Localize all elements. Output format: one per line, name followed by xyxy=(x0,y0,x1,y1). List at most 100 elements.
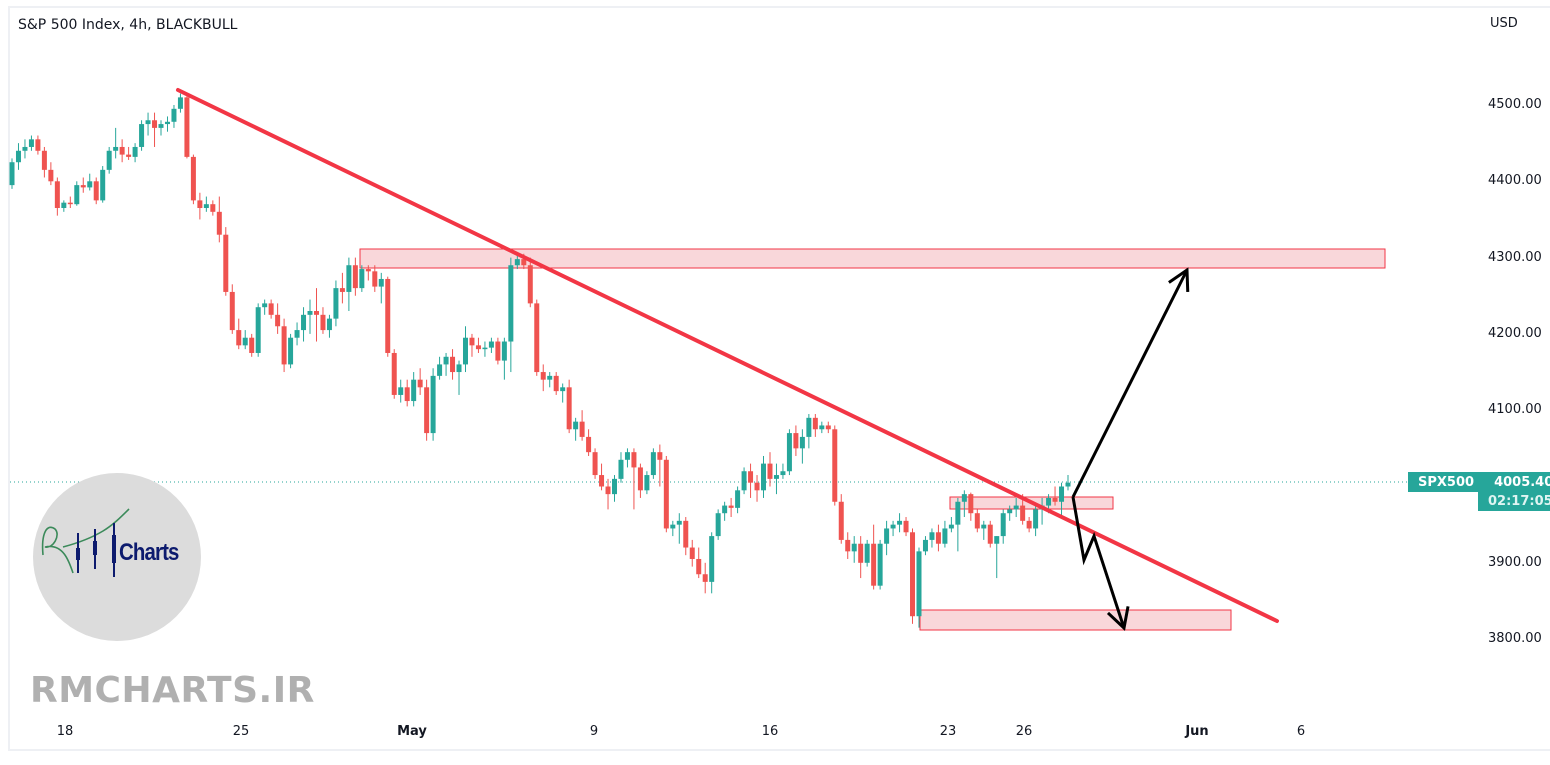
candle xyxy=(320,307,326,334)
candle xyxy=(624,448,630,468)
candle xyxy=(365,265,371,281)
chart-title: S&P 500 Index, 4h, BLACKBULL xyxy=(18,17,238,33)
candle xyxy=(696,547,702,579)
candle xyxy=(469,333,475,357)
candle xyxy=(288,333,294,369)
drawings-layer[interactable] xyxy=(176,88,1279,631)
bar-countdown: 02:17:05 xyxy=(1478,492,1550,511)
candle xyxy=(540,364,546,392)
candle xyxy=(897,513,903,533)
candle xyxy=(631,448,637,510)
candle xyxy=(424,379,430,441)
candle xyxy=(158,120,164,136)
time-tick-label: May xyxy=(397,724,427,739)
candle xyxy=(275,303,281,334)
candle xyxy=(968,492,974,521)
candle xyxy=(637,463,643,498)
price-zone[interactable] xyxy=(359,248,1386,269)
candle xyxy=(981,520,987,540)
candle xyxy=(171,105,177,128)
candle xyxy=(411,372,417,407)
candle xyxy=(15,143,21,170)
candle xyxy=(100,166,106,203)
candle xyxy=(670,520,676,537)
candle xyxy=(139,120,145,151)
candle xyxy=(28,135,34,151)
candle xyxy=(359,265,365,292)
candle xyxy=(560,383,566,403)
candle xyxy=(573,417,579,441)
candle xyxy=(618,452,624,483)
candle xyxy=(871,524,877,590)
candle xyxy=(391,349,397,399)
candle xyxy=(864,539,870,567)
candle xyxy=(767,452,773,487)
candle xyxy=(586,429,592,456)
candle xyxy=(9,158,15,189)
candle xyxy=(398,379,404,403)
candle xyxy=(41,146,47,178)
arrowhead-icon xyxy=(1106,606,1130,631)
candle xyxy=(22,139,28,159)
downtrend-line[interactable] xyxy=(176,88,1279,623)
logo-text: Charts xyxy=(119,539,179,566)
chart-frame xyxy=(8,6,1550,751)
rmcharts-logo: Charts xyxy=(33,473,201,641)
candle xyxy=(715,509,721,540)
candle xyxy=(268,299,274,319)
candle xyxy=(372,265,378,292)
candle xyxy=(514,253,520,270)
candles-layer xyxy=(9,93,1071,628)
candle xyxy=(650,448,656,479)
candle xyxy=(780,463,786,479)
candle xyxy=(702,562,708,594)
price-tick-label: 4200.00 xyxy=(1488,325,1542,341)
candle xyxy=(346,257,352,312)
time-tick-label: Jun xyxy=(1185,724,1209,739)
price-zone[interactable] xyxy=(919,609,1232,631)
candle xyxy=(508,257,514,373)
candle xyxy=(294,322,300,346)
candle xyxy=(430,368,436,441)
candle xyxy=(242,330,248,350)
candle xyxy=(417,368,423,395)
candle xyxy=(1065,475,1071,491)
time-tick-label: 26 xyxy=(1015,724,1033,739)
candle xyxy=(35,135,41,155)
candle xyxy=(948,517,954,533)
candle xyxy=(612,475,618,502)
candle xyxy=(592,448,598,479)
candle xyxy=(599,463,605,491)
time-tick-label: 16 xyxy=(761,724,779,739)
candle xyxy=(1052,486,1058,506)
candle xyxy=(333,280,339,327)
candle xyxy=(307,299,313,334)
candle xyxy=(825,421,831,434)
candle xyxy=(313,288,319,342)
candle xyxy=(190,154,196,205)
scenario-arrow[interactable] xyxy=(1071,496,1130,631)
candle xyxy=(443,352,449,376)
candle xyxy=(236,318,242,350)
candle xyxy=(1013,497,1019,518)
time-tick-label: 25 xyxy=(232,724,250,739)
candle xyxy=(683,517,689,556)
candle xyxy=(748,463,754,498)
candle xyxy=(326,314,332,338)
candle xyxy=(80,177,86,193)
candle xyxy=(145,112,151,136)
candle xyxy=(735,486,741,514)
candle xyxy=(877,539,883,590)
candle xyxy=(1026,517,1032,533)
candle xyxy=(689,539,695,567)
candle xyxy=(663,455,669,533)
candle xyxy=(806,414,812,449)
candle xyxy=(566,379,572,434)
candle xyxy=(910,528,916,624)
candle xyxy=(942,520,948,548)
candle xyxy=(974,509,980,533)
candle xyxy=(994,536,1000,579)
scenario-arrow[interactable] xyxy=(1071,267,1190,498)
candle xyxy=(605,478,611,510)
